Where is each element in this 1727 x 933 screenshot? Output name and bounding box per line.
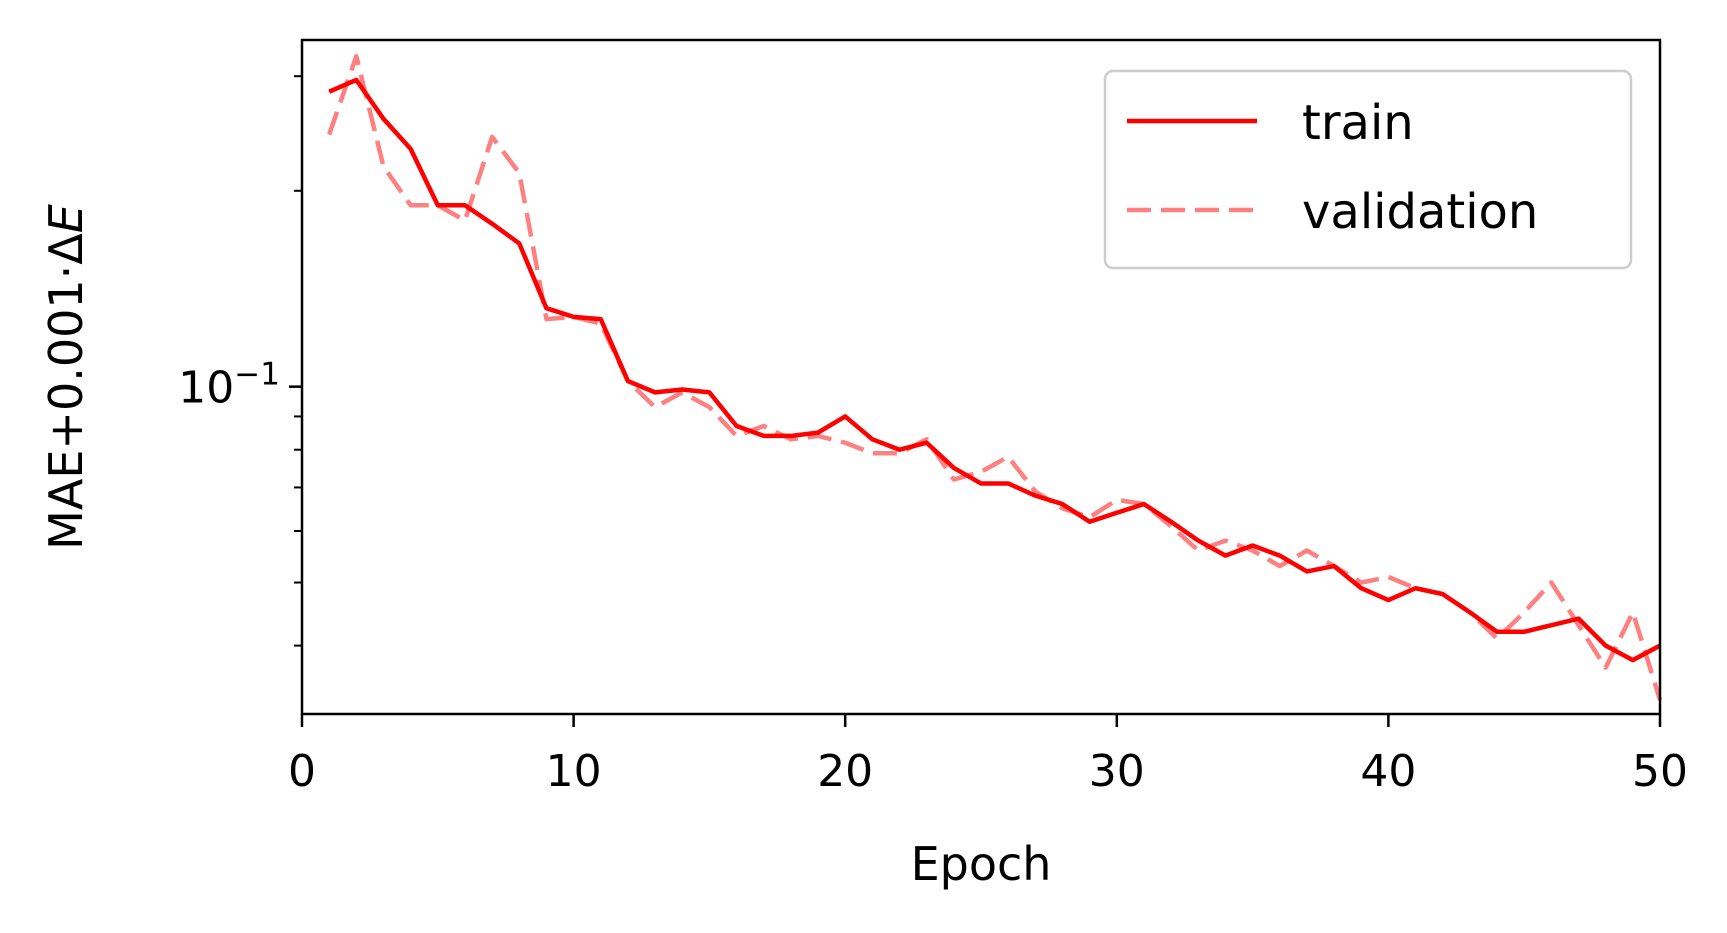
y-tick-label: 10−1 xyxy=(178,357,280,414)
x-tick-label: 40 xyxy=(1360,746,1416,797)
series-line-train xyxy=(328,77,1662,663)
x-axis-ticks: 0 10 20 30 40 50 xyxy=(288,714,1688,797)
axes-frame xyxy=(300,38,1662,716)
y-tick-label-exponent: −1 xyxy=(234,357,280,393)
series-layer xyxy=(327,53,1663,701)
x-tick-label: 0 xyxy=(288,746,316,797)
legend-label-train: train xyxy=(1302,95,1414,151)
y-tick-label-base: 10 xyxy=(178,363,234,414)
x-tick-label: 20 xyxy=(817,746,873,797)
y-axis-ticks: 10−1 xyxy=(178,75,302,647)
x-axis-label: Epoch xyxy=(911,837,1052,891)
y-axis-label: MAE+0.001·ΔE xyxy=(39,204,93,550)
y-axis-label-italic: E xyxy=(39,204,93,233)
y-axis-label-main: MAE+0.001·Δ xyxy=(39,233,93,550)
legend: train validation xyxy=(1103,69,1633,270)
x-tick-label: 50 xyxy=(1632,746,1688,797)
legend-label-validation: validation xyxy=(1302,184,1538,240)
x-tick-label: 30 xyxy=(1089,746,1145,797)
x-tick-label: 10 xyxy=(546,746,602,797)
